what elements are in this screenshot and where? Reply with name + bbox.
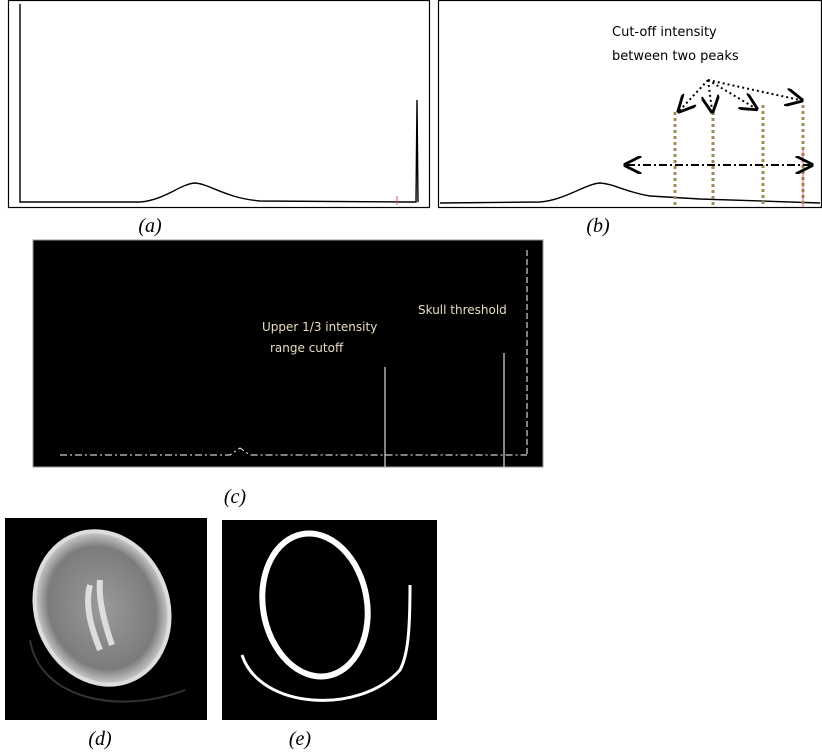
panel-d: (d) [5,512,207,750]
figure: (a) Cut-off intensity between two peaks … [0,0,822,753]
panel-c: Skull threshold Upper 1/3 intensity rang… [33,240,543,508]
annotation: Upper 1/3 intensity [262,320,377,334]
panel-label: (b) [586,215,610,237]
annotation: Skull threshold [418,303,507,317]
annotation: between two peaks [612,49,739,64]
annotation: Cut-off intensity [612,25,717,40]
panel-label: (e) [289,728,312,750]
panel-label: (c) [224,486,247,508]
panel-e: (e) [222,520,437,750]
panel-label: (a) [138,215,162,237]
mask-image [222,520,437,720]
plot-frame [9,1,430,208]
panel-label: (d) [88,728,112,750]
panel-a: (a) [9,1,430,238]
annotation: range cutoff [270,341,344,355]
panel-b: Cut-off intensity between two peaks (b) [439,1,822,238]
